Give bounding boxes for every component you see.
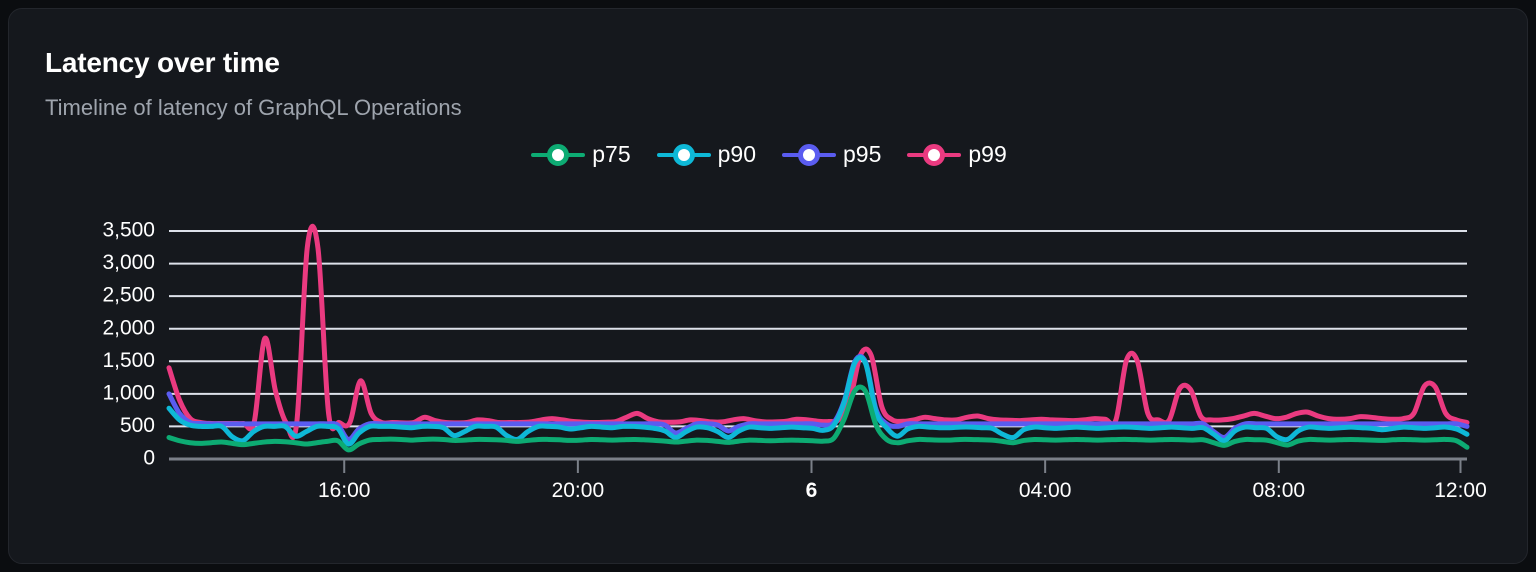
chart-card: Latency over time Timeline of latency of… bbox=[8, 8, 1528, 564]
chart-svg: 0 500 1,000 1,500 2,000 2,500 3,000 3,500 16:00 2… bbox=[102, 219, 1487, 502]
legend-item-p99[interactable]: p99 bbox=[907, 141, 1007, 168]
legend-dot-icon bbox=[547, 143, 570, 166]
page-title: Latency over time bbox=[45, 47, 280, 78]
legend-marker-p99-icon bbox=[907, 143, 962, 166]
legend-item-p75[interactable]: p75 bbox=[531, 141, 631, 168]
series-line-p90 bbox=[166, 354, 1470, 447]
series-line-p99 bbox=[166, 223, 1470, 440]
y-axis-tick-label: 2,000 bbox=[102, 316, 155, 339]
legend-dot-icon bbox=[672, 143, 695, 166]
x-axis-tick-label: 08:00 bbox=[1253, 479, 1306, 502]
y-axis-tick-label: 500 bbox=[120, 414, 155, 437]
y-axis-tick-label: 2,500 bbox=[102, 284, 155, 307]
y-axis-tick-label: 0 bbox=[143, 447, 155, 470]
chart-legend: p75 p90 p95 p99 bbox=[9, 141, 1527, 168]
chart-plot-area: 0 500 1,000 1,500 2,000 2,500 3,000 3,500 16:00 2… bbox=[9, 9, 1527, 563]
series-line-p95 bbox=[166, 353, 1470, 442]
legend-marker-p90-icon bbox=[656, 143, 711, 166]
x-axis-tick-label: 12:00 bbox=[1434, 479, 1487, 502]
y-axis-tick-label: 3,500 bbox=[102, 219, 155, 242]
x-axis-tick-label: 04:00 bbox=[1019, 479, 1072, 502]
y-axis-tick-label: 3,000 bbox=[102, 251, 155, 274]
legend-marker-p95-icon bbox=[782, 143, 836, 166]
y-axis-tick-label: 1,500 bbox=[102, 349, 155, 372]
legend-dot-icon bbox=[923, 143, 946, 166]
legend-label: p95 bbox=[843, 141, 882, 167]
legend-dot-icon bbox=[798, 143, 820, 166]
legend-label: p75 bbox=[592, 141, 631, 167]
x-axis-tick-label: 20:00 bbox=[552, 479, 605, 502]
legend-marker-p75-icon bbox=[531, 143, 586, 166]
y-axis-tick-label: 1,000 bbox=[102, 381, 155, 404]
legend-item-p90[interactable]: p90 bbox=[656, 141, 756, 168]
chart-subtitle: Timeline of latency of GraphQL Operation… bbox=[45, 95, 462, 120]
x-axis-tick-label: 6 bbox=[806, 479, 818, 502]
legend-item-p95[interactable]: p95 bbox=[782, 141, 881, 168]
legend-label: p90 bbox=[717, 141, 756, 167]
x-axis-tick-label: 16:00 bbox=[318, 479, 371, 502]
legend-label: p99 bbox=[968, 141, 1007, 167]
series-line-p75 bbox=[166, 384, 1470, 453]
